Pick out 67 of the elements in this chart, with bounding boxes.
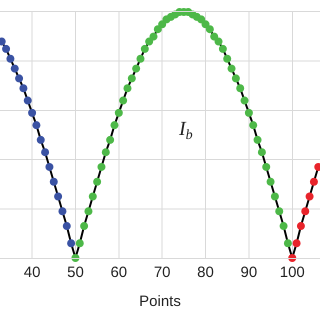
point [136,54,144,63]
point [301,207,310,216]
x-tick-label: 40 [24,264,40,281]
point [6,54,14,63]
point [10,64,19,73]
point [254,136,262,144]
point [28,108,36,117]
point [236,84,244,92]
point [240,96,249,105]
point [214,38,223,46]
point [266,178,275,186]
point [140,44,149,53]
point [150,32,158,41]
point [110,121,118,130]
point [270,192,279,200]
x-tick-label: 80 [197,264,214,281]
x-tick-label: 70 [154,264,171,281]
x-axis-title: Points [139,293,181,310]
point [106,136,114,144]
point [218,44,227,53]
point [310,178,318,186]
point [2,44,10,53]
point [41,148,50,156]
point [76,239,84,248]
point [210,32,218,41]
point [93,178,102,186]
x-tick-label: 50 [67,264,84,281]
annotation: I$_{b}$ [178,118,193,144]
point [84,207,92,216]
point [80,222,88,230]
point [258,148,266,156]
point [280,222,288,230]
point [45,162,54,171]
point [36,136,45,144]
point [262,162,270,171]
point [249,121,258,130]
point [54,192,62,200]
point [306,192,314,200]
point [15,74,24,82]
point [97,162,106,171]
point [58,207,66,216]
point [292,239,301,248]
point [202,20,210,28]
x-tick-label: 100 [280,264,305,281]
point [296,222,305,230]
point [244,108,253,117]
point [19,84,28,92]
point [24,96,32,105]
point [123,84,132,92]
point [32,121,40,130]
point [132,64,140,73]
x-tick-label: 90 [240,264,258,281]
point [206,25,214,34]
point [284,239,292,248]
point [223,54,232,63]
point [102,148,110,156]
point [275,207,284,216]
point [119,96,128,105]
point [62,222,71,230]
point [232,74,240,82]
point [228,64,236,73]
point [114,108,123,117]
point [88,192,97,200]
point [50,178,58,186]
point [128,74,136,82]
point [67,239,76,248]
x-tick-label: 60 [110,264,128,281]
